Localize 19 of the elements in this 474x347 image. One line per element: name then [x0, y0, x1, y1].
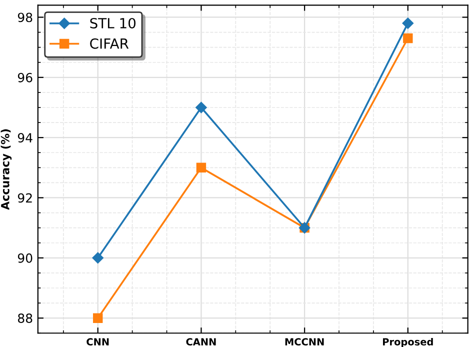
- point: [93, 313, 103, 323]
- y-tick-label: 94: [18, 133, 32, 142]
- point: [92, 252, 104, 264]
- y-tick-label: 92: [18, 193, 32, 203]
- y-tick-label: 96: [18, 72, 32, 82]
- y-tick-label: 98: [18, 12, 32, 22]
- point: [402, 18, 414, 29]
- x-tick-label: Proposed: [383, 338, 433, 347]
- legend-label: STL 10: [90, 18, 136, 28]
- point: [196, 162, 206, 173]
- x-tick-label: CANN: [186, 338, 216, 346]
- legend-label: CIFAR: [90, 38, 129, 49]
- x-tick-label: CNN: [86, 338, 109, 346]
- point: [196, 102, 207, 114]
- point: [403, 33, 413, 44]
- y-tick-label: 88: [18, 314, 32, 324]
- x-tick-label: MCCNN: [285, 338, 324, 346]
- y-axis-title: Accuracy (%): [0, 129, 12, 210]
- y-tick-label: 90: [18, 253, 32, 263]
